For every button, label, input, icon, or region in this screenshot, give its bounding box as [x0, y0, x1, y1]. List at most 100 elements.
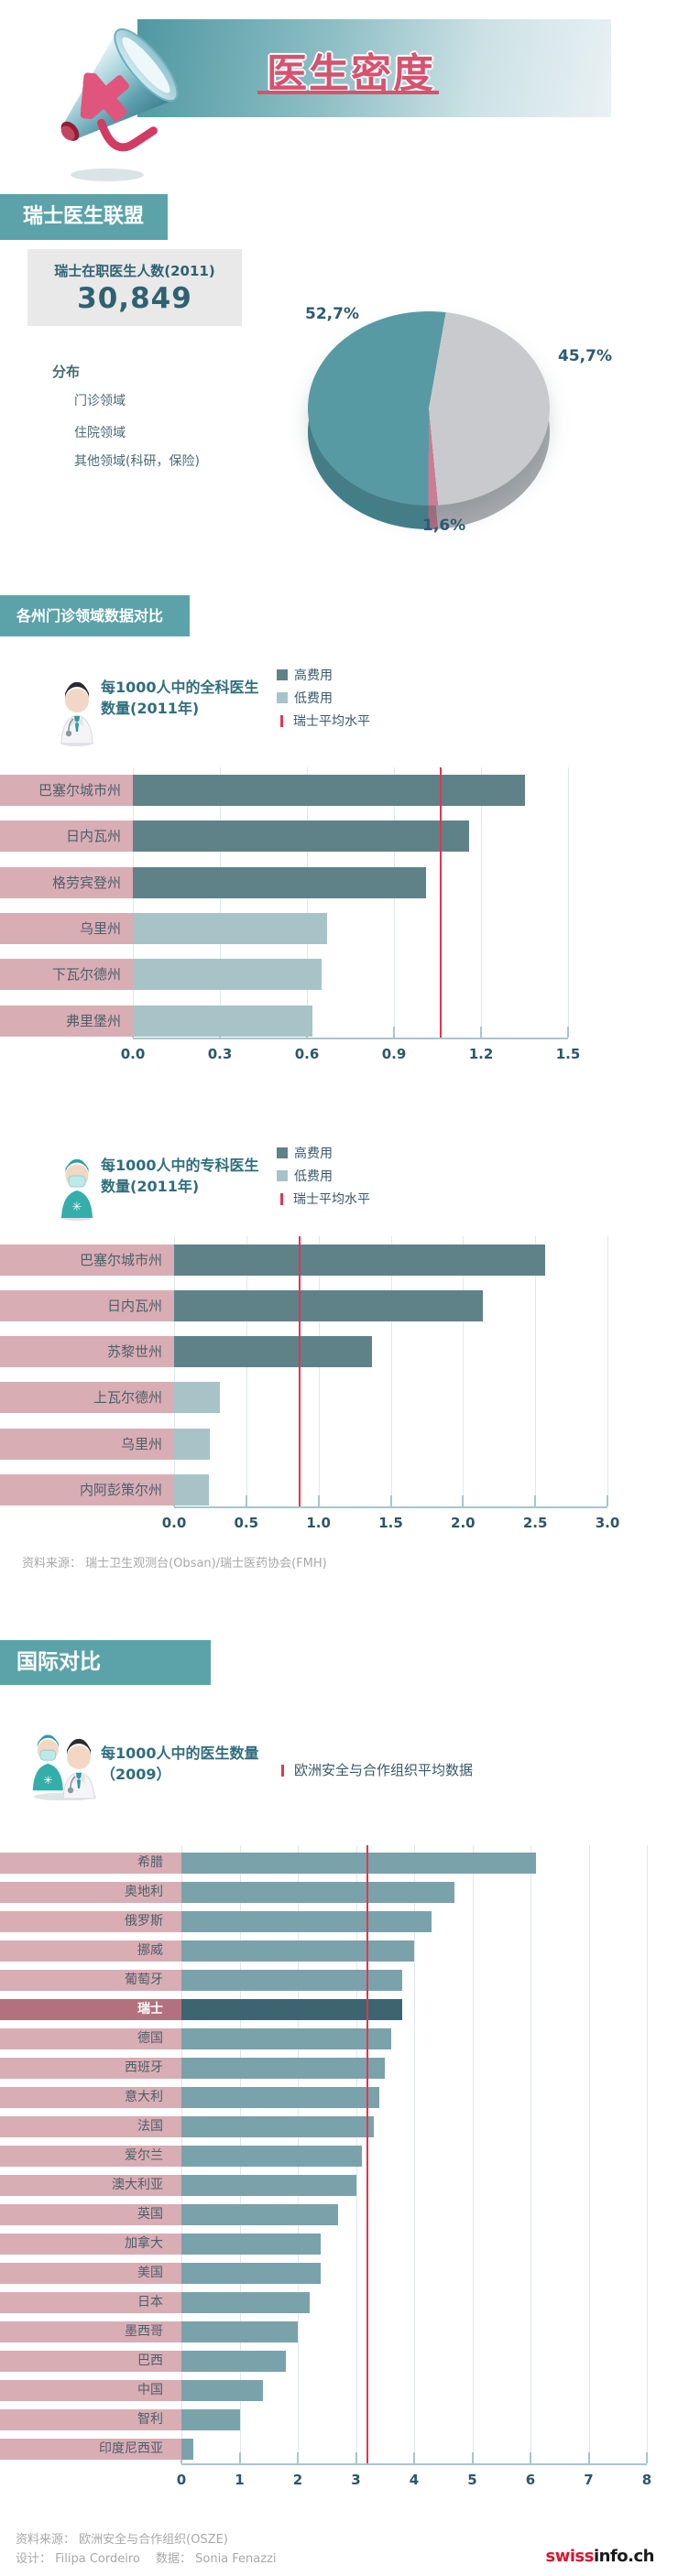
tick-mark [462, 1495, 465, 1506]
doctor-icon [60, 681, 93, 746]
bar [181, 2263, 322, 2284]
axis-tick-label: 4 [409, 2472, 420, 2488]
bar [174, 1474, 209, 1505]
bar [174, 1382, 221, 1414]
row-label: 苏黎世州 [106, 1343, 162, 1361]
axis-tick-label: 0.5 [234, 1515, 259, 1531]
axis-tick-label: 2.5 [522, 1515, 548, 1531]
gridline [390, 1236, 392, 1506]
bar [181, 1882, 455, 1903]
row-label: 加拿大 [125, 2236, 163, 2251]
bar [181, 1999, 403, 2020]
bar [133, 775, 525, 806]
svg-text:✳: ✳ [72, 1201, 82, 1214]
bar [181, 2351, 287, 2372]
row-label-strip: 乌里州 [0, 912, 133, 944]
axis-tick-label: 0.3 [207, 1046, 233, 1062]
gridline [530, 1845, 531, 2463]
pie-chart [308, 311, 550, 505]
gridline [174, 1236, 175, 1506]
stat-label: 瑞士在职医生人数(2011) [54, 263, 215, 279]
bar [174, 1244, 546, 1276]
gp-chart-title: 每1000人中的全科医生 数量(2011年) [101, 679, 259, 718]
row-label: 希腊 [137, 1855, 163, 1870]
row-label: 日内瓦州 [106, 1297, 162, 1314]
row-label: 法国 [137, 2119, 163, 2134]
bar [133, 821, 470, 853]
row-label: 西班牙 [125, 2060, 163, 2075]
surgeon-icon: ✳ [60, 1158, 93, 1221]
average-line-swatch [280, 1193, 283, 1205]
row-label-strip: 德国 [0, 2028, 181, 2049]
tick-mark [480, 1027, 482, 1038]
row-label: 意大利 [125, 2090, 163, 2104]
row-label: 巴塞尔城市州 [38, 782, 121, 799]
axis-tick-label: 1.5 [378, 1515, 403, 1531]
row-label-strip: 日内瓦州 [0, 1289, 174, 1321]
row-label-strip: 美国 [0, 2263, 181, 2284]
bar [181, 2058, 386, 2079]
row-label: 印度尼西亚 [99, 2441, 163, 2456]
axis-line [174, 1506, 607, 1508]
sp-bar-chart: 0.0 0.5 1.0 1.5 2.0 2.5 3.0 巴塞尔城市州 日内瓦州 苏黎世州 上瓦尔德州… [0, 1236, 678, 1538]
bar [181, 2234, 322, 2255]
title-underline [257, 91, 439, 94]
row-label-strip: 上瓦尔德州 [0, 1382, 174, 1414]
gp-chart-legend: 高费用 低费用 瑞士平均水平 [277, 666, 478, 730]
row-label-strip: 挪威 [0, 1940, 181, 1962]
megaphone-icon [60, 27, 179, 181]
row-label: 德国 [137, 2031, 163, 2046]
bar [181, 2204, 339, 2225]
row-label-strip: 法国 [0, 2116, 181, 2137]
row-label-strip: 内阿彭策尔州 [0, 1474, 174, 1505]
axis-tick-label: 3 [351, 2472, 361, 2488]
bar [174, 1428, 211, 1460]
row-label-strip: 日本 [0, 2292, 181, 2313]
bar [133, 866, 426, 898]
tick-mark [297, 2452, 299, 2463]
row-label: 爱尔兰 [125, 2148, 163, 2163]
row-label: 挪威 [137, 1943, 163, 1958]
axis-line [181, 2463, 647, 2465]
distribution-legend: 分布 门诊领域 住院领域 其他领域(科研，保险) [52, 362, 290, 469]
row-label-strip: 墨西哥 [0, 2321, 181, 2342]
row-label: 奥地利 [125, 1885, 163, 1899]
bar [133, 959, 322, 991]
gridline [414, 1845, 415, 2463]
tick-mark [646, 2452, 648, 2463]
row-label-strip: 葡萄牙 [0, 1970, 181, 1991]
bar [181, 2146, 362, 2167]
gridline [220, 767, 221, 1038]
gridline [472, 1845, 474, 2463]
tick-mark [393, 1027, 395, 1038]
distribution-legend-title: 分布 [52, 364, 81, 380]
bar [181, 1970, 403, 1991]
bar [133, 1005, 313, 1037]
gridline [307, 767, 308, 1038]
bar [181, 2439, 193, 2460]
row-label: 乌里州 [79, 919, 121, 937]
row-label: 日本 [137, 2295, 163, 2310]
row-label: 日内瓦州 [65, 828, 121, 845]
international-bar-chart: 0 1 2 3 4 5 6 7 8 希腊 奥地利 俄罗斯 挪威 葡萄牙 瑞士 德国 西班牙 意大利 法国 爱尔兰 澳大利… [0, 1845, 678, 2500]
average-line-swatch [280, 715, 283, 727]
row-label: 俄罗斯 [125, 1914, 163, 1929]
axis-tick-label: 1 [235, 2472, 245, 2488]
gridline [463, 1236, 465, 1506]
gridline [607, 1236, 608, 1506]
bar [181, 1940, 414, 1962]
row-label-strip: 格劳宾登州 [0, 866, 133, 898]
tick-mark [587, 2452, 590, 2463]
gp-bar-chart: 0.0 0.3 0.6 0.9 1.2 1.5 巴塞尔城市州 日内瓦州 格劳宾登州 乌里州 下瓦尔德… [0, 767, 678, 1070]
gridline [133, 767, 134, 1038]
row-label: 上瓦尔德州 [93, 1389, 162, 1407]
two-doctors-icon: ✳ [32, 1734, 96, 1800]
section-heading-international: 国际对比 [0, 1640, 211, 1685]
tick-mark [413, 2452, 415, 2463]
bar [181, 2292, 310, 2313]
swissinfo-logo[interactable]: swissinfo.ch [545, 2547, 655, 2566]
gridline [246, 1236, 247, 1506]
row-label-strip: 加拿大 [0, 2234, 181, 2255]
hospital-color-swatch [52, 422, 68, 438]
bar [174, 1336, 372, 1368]
